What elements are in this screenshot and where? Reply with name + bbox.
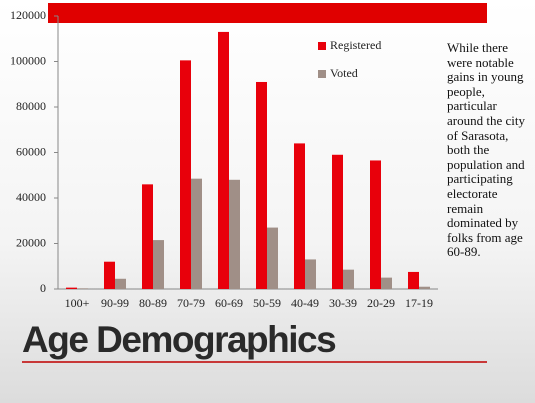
bar: [191, 178, 202, 289]
bar: [66, 287, 77, 289]
bar: [370, 160, 381, 289]
legend-swatch: [318, 70, 326, 78]
x-tick-label: 70-79: [177, 296, 205, 310]
y-tick-label: 60000: [16, 144, 46, 158]
bar: [180, 60, 191, 289]
x-tick-label: 100+: [65, 296, 90, 310]
x-tick-label: 80-89: [139, 296, 167, 310]
bar: [267, 227, 278, 289]
y-tick-label: 40000: [16, 190, 46, 204]
x-tick-label: 30-39: [329, 296, 357, 310]
chart-title: Age Demographics: [22, 319, 336, 360]
bar: [332, 154, 343, 289]
bar: [104, 261, 115, 289]
y-tick-label: 120000: [10, 8, 46, 22]
bar: [115, 278, 126, 289]
legend-swatch: [318, 42, 326, 50]
annotation: While there were notable gains in young …: [447, 40, 525, 260]
y-tick-label: 80000: [16, 99, 46, 113]
bar: [256, 81, 267, 289]
legend-label: Registered: [330, 38, 381, 52]
header-band: [48, 3, 487, 23]
bar: [305, 259, 316, 289]
y-tick-label: 0: [40, 281, 46, 295]
legend-label: Voted: [330, 66, 358, 80]
bar: [408, 271, 419, 289]
x-tick-label: 90-99: [101, 296, 129, 310]
bar: [381, 277, 392, 289]
bar: [77, 288, 88, 289]
bar: [343, 269, 354, 289]
x-tick-label: 40-49: [291, 296, 319, 310]
bar: [229, 179, 240, 289]
bar: [153, 240, 164, 289]
bar: [142, 184, 153, 289]
x-tick-label: 50-59: [253, 296, 281, 310]
bar: [218, 31, 229, 290]
y-tick-label: 100000: [10, 53, 46, 67]
bar: [294, 143, 305, 289]
x-tick-label: 17-19: [405, 296, 433, 310]
y-tick-label: 20000: [16, 235, 46, 249]
bar: [419, 286, 430, 289]
x-tick-label: 60-69: [215, 296, 243, 310]
x-tick-label: 20-29: [367, 296, 395, 310]
